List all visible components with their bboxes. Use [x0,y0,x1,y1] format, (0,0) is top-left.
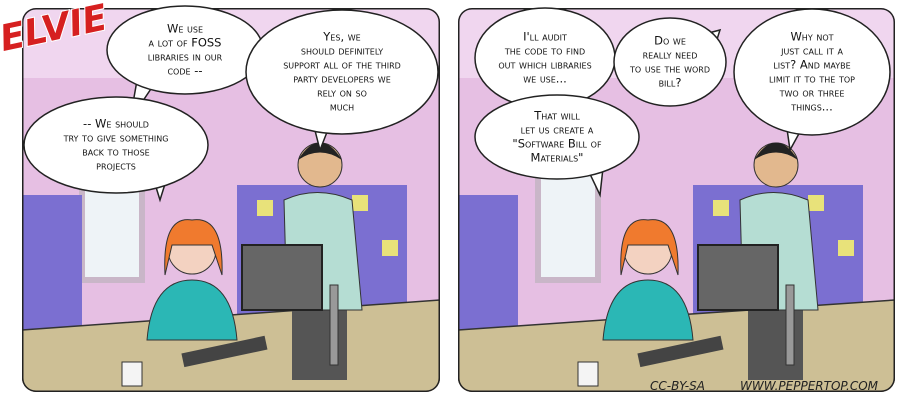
keyboard [181,335,268,368]
bubble-text: two or three [779,86,845,100]
bubble [245,9,439,135]
bubble-text: the code to find [504,44,585,58]
bubble-text: rely on so [317,86,367,100]
bubble-text: Why not [790,30,833,44]
website: WWW.PEPPERTOP.COM [740,379,879,393]
man-legs [748,300,803,380]
license: CC-BY-SA [650,379,705,393]
bubble-text: list? And maybe [773,58,850,72]
bubble-text: back to those [82,145,149,159]
bubble-text: I'll audit [523,30,567,44]
bubble-tail-cover [787,118,803,127]
monitor-stand [785,284,795,366]
bubble-text: projects [96,159,136,173]
woman-hair [164,219,223,276]
bubble-text: try to give something [63,131,169,145]
bubble-text: to use the word [629,62,710,76]
note [382,240,398,256]
bubble-text: -- We should [83,117,149,131]
bubble-tail-cover [140,72,153,83]
bubble-tail-cover [313,117,329,126]
bubble-text: bill? [659,76,682,90]
bubble-text: much [330,100,354,114]
note [808,195,824,211]
bubble-text: support all of the third [283,58,401,72]
man-hair [754,142,798,160]
bubble [733,8,891,136]
monitor-stand [329,284,339,366]
mug [121,361,143,387]
bubble-text: party developers we [293,72,391,86]
bubble-text: That will [533,109,580,123]
bubble-tail-cover [589,159,603,169]
man-legs [292,300,347,380]
bubble-text: We use [167,22,203,36]
bubble-text: "Software Bill of [512,137,602,151]
bubble-text: should definitely [301,44,383,58]
monitor [241,244,323,311]
bubble-text: Materials" [531,151,584,165]
bubble-text: out which libraries [498,58,591,72]
bubble-text: we use... [523,72,567,86]
bubble [613,17,727,107]
bubble [23,96,209,194]
bubble-text: a lot of FOSS [149,36,222,50]
note [257,200,273,216]
bubble-tail-cover [155,169,169,180]
bubble-text: Yes, we [322,30,360,44]
bubble-text: really need [643,48,698,62]
note [838,240,854,256]
bubble [474,94,640,180]
woman-body [602,279,694,341]
bubble-tail-cover [703,36,713,50]
note [713,200,729,216]
keyboard [637,335,724,368]
bubble-text: just call it a [780,44,843,58]
mug [577,361,599,387]
bubble-text: limit it to the top [769,72,855,86]
bubble-text: libraries in our [148,50,223,64]
bubble-text: code -- [167,64,202,78]
woman-hair [620,219,679,276]
bubble-text: Do we [654,34,686,48]
note [352,195,368,211]
bubble-text: things... [790,100,833,114]
monitor [697,244,779,311]
bubble-text: let us create a [521,123,594,137]
woman-body [146,279,238,341]
